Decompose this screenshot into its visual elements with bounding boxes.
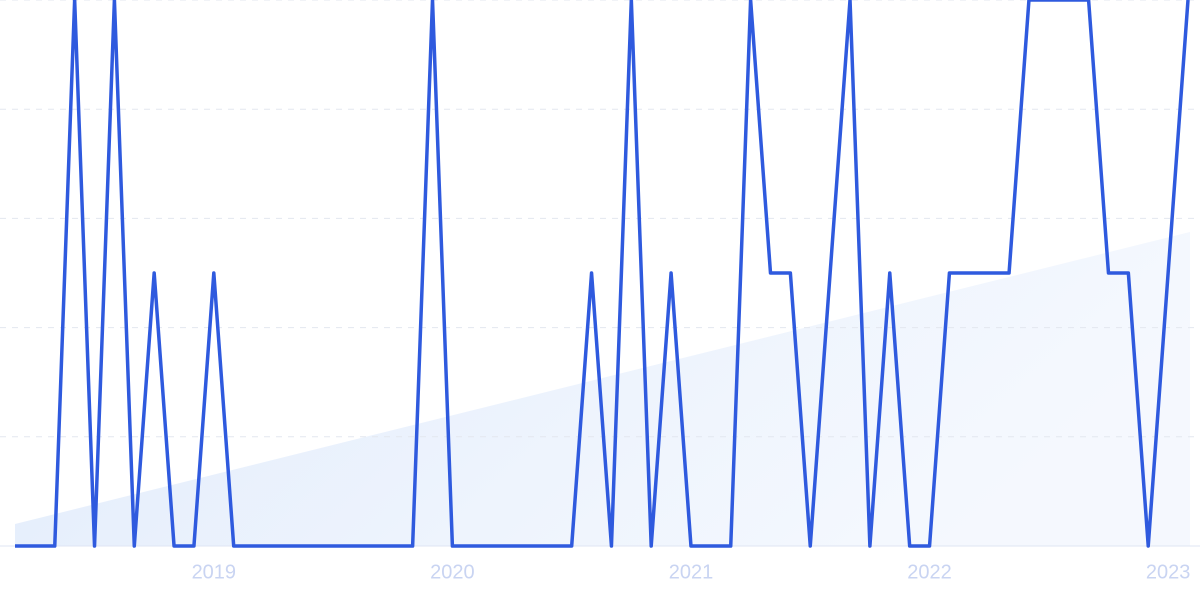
- x-tick-label: 2022: [907, 561, 952, 583]
- x-tick-label: 2021: [669, 561, 714, 583]
- background-area: [15, 232, 1190, 546]
- x-tick-label: 2020: [430, 561, 475, 583]
- x-tick-label: 2023: [1146, 561, 1191, 583]
- line: [15, 0, 1190, 548]
- x-tick-label: 2019: [192, 561, 237, 583]
